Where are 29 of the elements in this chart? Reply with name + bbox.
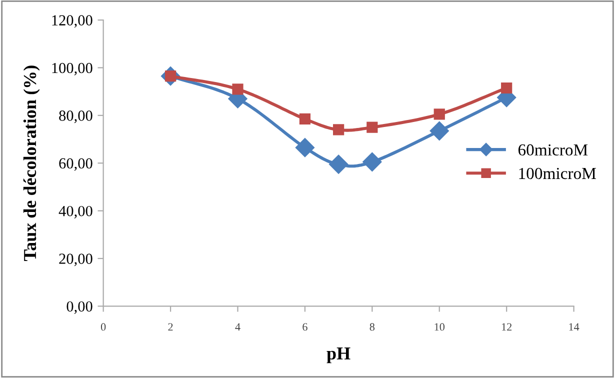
x-tick-label: 14 (569, 323, 580, 331)
y-tick-label: 120,00 (52, 15, 92, 28)
point (329, 154, 348, 174)
point (362, 152, 382, 172)
legend-label: 100microM (519, 168, 596, 180)
point (430, 121, 449, 140)
point (366, 122, 378, 133)
point (295, 138, 314, 158)
x-tick-label: 0 (100, 323, 106, 331)
y-axis-title: Taux de décoloration (%) (23, 66, 40, 262)
x-axis-title: pH (326, 348, 350, 364)
x-tick-label: 8 (370, 323, 375, 331)
x-tick-label: 12 (502, 323, 512, 331)
y-tick-label: 20,00 (59, 254, 92, 266)
point (299, 113, 311, 125)
point (333, 124, 344, 136)
y-tick-label: 60,00 (59, 158, 92, 171)
y-tick-label: 100,00 (52, 62, 92, 76)
legend-label: 60microM (518, 144, 588, 156)
point (232, 84, 244, 95)
x-tick-label: 10 (434, 323, 445, 331)
x-tick-label: 2 (168, 323, 173, 331)
point (501, 82, 512, 94)
point (434, 108, 445, 120)
y-tick-label: 40,00 (58, 206, 92, 218)
x-tick-label: 6 (302, 323, 308, 331)
x-tick-label: 4 (235, 323, 240, 331)
y-tick-label: 80,00 (59, 110, 92, 124)
y-tick-label: 0,00 (66, 301, 92, 314)
